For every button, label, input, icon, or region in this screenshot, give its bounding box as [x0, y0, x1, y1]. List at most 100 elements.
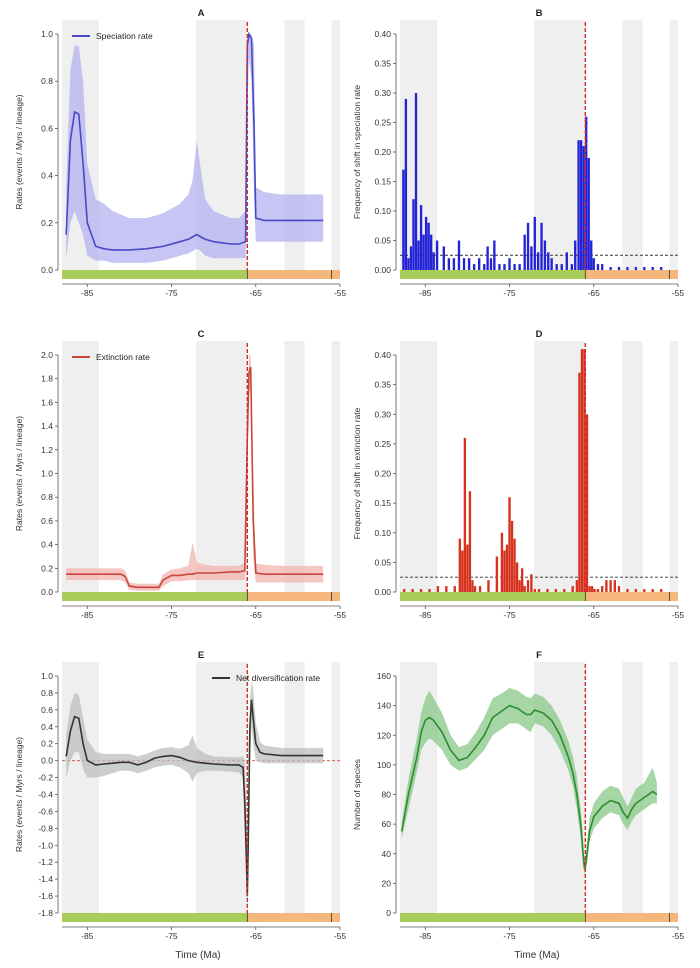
- panel-b-y-tick-label-8: 0.40: [374, 29, 391, 39]
- panel-d-bar-50: [634, 589, 638, 592]
- panel-e-series-line: [65, 699, 324, 897]
- panel-f-y-tick-label-8: 160: [377, 671, 391, 681]
- panel-a-y-tick-label-0: 0.0: [41, 265, 53, 275]
- panel-f-period-strip-paleogene: [585, 913, 678, 922]
- panel-c-y-tick-label-6: 1.2: [41, 445, 53, 455]
- panel-e-y-tick-label-1: -1.6: [38, 891, 53, 901]
- panel-d-bar-40: [588, 586, 591, 592]
- panel-b-bar-33: [530, 246, 533, 270]
- x-axis-label-right: Time (Ma): [514, 950, 559, 961]
- panel-a-y-tick-label-4: 0.8: [41, 76, 53, 86]
- panel-c-legend-label: Extinction rate: [96, 352, 150, 362]
- panel-d-bar-37: [580, 349, 584, 592]
- panel-a-x-tick-label-2: -65: [250, 288, 263, 298]
- panel-b-y-tick-label-0: 0.00: [374, 265, 391, 275]
- panel-b-bar-7: [419, 205, 423, 270]
- panel-d-bar-11: [468, 491, 472, 592]
- panel-a-x-tick-label-3: -55: [334, 288, 347, 298]
- panel-b-y-tick-label-4: 0.20: [374, 147, 391, 157]
- panel-d-bar-47: [613, 580, 616, 592]
- panel-d-bar-12: [471, 580, 474, 592]
- panel-d-y-tick-label-7: 0.35: [374, 380, 391, 390]
- panel-f-shaded-band-3: [669, 662, 678, 913]
- panel-d-bar-24: [518, 580, 521, 592]
- panel-b-bar-45: [577, 140, 580, 270]
- panel-c-series-line: [66, 366, 324, 589]
- panel-e-shaded-band-2: [284, 662, 305, 913]
- panel-d-x-tick-label-1: -75: [503, 610, 516, 620]
- panel-f-y-tick-label-4: 80: [382, 790, 392, 800]
- panel-e-x-tick-label-1: -75: [165, 931, 178, 941]
- panel-b-bar-32: [526, 222, 530, 270]
- panel-d-bar-38: [583, 349, 586, 592]
- panel-d-x-tick-label-2: -65: [588, 610, 601, 620]
- panel-c-shaded-band-2: [284, 341, 305, 592]
- panel-c-x-tick-label-0: -85: [81, 610, 94, 620]
- panel-b-bar-48: [584, 116, 588, 270]
- panel-d-bar-26: [523, 586, 526, 592]
- panel-b-bar-1: [404, 98, 408, 271]
- panel-b-bar-55: [617, 267, 621, 270]
- panel-d-bar-23: [515, 562, 519, 592]
- panel-f-x-tick-label-2: -65: [588, 931, 601, 941]
- panel-b-bar-21: [478, 258, 481, 270]
- panel-a-x-tick-label-0: -85: [81, 288, 94, 298]
- panel-a-y-axis-label: Rates (events / Myrs / lineage): [14, 94, 24, 209]
- panel-f-y-tick-label-2: 40: [382, 849, 392, 859]
- panel-f-series-line: [400, 704, 658, 869]
- panel-e-y-tick-label-12: 0.6: [41, 705, 53, 715]
- panel-d-y-tick-label-6: 0.30: [374, 409, 391, 419]
- panel-c-shaded-band-1: [195, 341, 248, 592]
- panel-d-bar-48: [617, 586, 621, 592]
- panel-a-x-tick-label-1: -75: [165, 288, 178, 298]
- panel-b-bar-60: [659, 267, 663, 270]
- panel-e-shaded-band-0: [62, 662, 100, 913]
- panel-a-legend-label: Speciation rate: [96, 31, 153, 41]
- panel-d-bar-44: [601, 586, 604, 592]
- panel-b-bar-18: [462, 258, 466, 270]
- panel-c-y-tick-label-8: 1.6: [41, 397, 53, 407]
- panel-b-bar-36: [540, 222, 543, 270]
- panel-b-bar-46: [579, 140, 583, 270]
- panel-f-x-tick-label-1: -75: [503, 931, 516, 941]
- panel-d-y-tick-label-5: 0.25: [374, 439, 391, 449]
- panel-e-x-tick-label-2: -65: [250, 931, 263, 941]
- panel-b-bar-14: [442, 246, 445, 270]
- panel-a-y-tick-label-5: 1.0: [41, 29, 53, 39]
- panel-d-bar-5: [445, 586, 448, 592]
- panel-d-bar-28: [530, 574, 533, 592]
- panel-c-x-tick-label-2: -65: [250, 610, 263, 620]
- panel-b-bar-34: [533, 216, 536, 270]
- panel-d-bar-33: [563, 589, 566, 592]
- panel-d-bar-20: [508, 497, 511, 592]
- panel-d-shaded-band-3: [669, 341, 678, 592]
- panel-d-y-tick-label-3: 0.15: [374, 498, 391, 508]
- panel-b-bar-19: [467, 258, 471, 270]
- panel-b-y-tick-label-2: 0.10: [374, 206, 391, 216]
- panel-e-y-tick-label-4: -1.0: [38, 840, 53, 850]
- panel-f-shaded-band-2: [622, 662, 643, 913]
- panel-e-y-tick-label-9: 0.0: [41, 756, 53, 766]
- panel-e-y-tick-label-13: 0.8: [41, 688, 53, 698]
- panel-b-shaded-band-2: [622, 20, 643, 270]
- panel-d-bar-30: [537, 589, 541, 592]
- panel-b-bar-25: [493, 240, 496, 270]
- panel-d-bar-3: [428, 589, 431, 592]
- panel-b-x-tick-label-3: -55: [672, 288, 685, 298]
- panel-d-bar-8: [461, 550, 464, 592]
- panel-a-letter: A: [198, 8, 205, 19]
- panel-b-x-tick-label-0: -85: [419, 288, 432, 298]
- panel-b-bar-37: [543, 240, 547, 270]
- panel-b-bar-27: [503, 264, 506, 270]
- panel-b-bar-15: [447, 258, 451, 270]
- panel-a-y-tick-label-1: 0.2: [41, 218, 53, 228]
- panel-d-y-tick-label-4: 0.20: [374, 469, 391, 479]
- panel-b-bar-54: [609, 267, 612, 270]
- panel-d-letter: D: [536, 329, 543, 340]
- panel-c-y-tick-label-2: 0.4: [41, 540, 53, 550]
- panel-b-bar-0: [402, 169, 405, 270]
- panel-c-letter: C: [198, 329, 205, 340]
- panel-b-bar-12: [432, 252, 435, 270]
- panel-d-bar-51: [643, 589, 646, 592]
- panel-d-bar-52: [651, 589, 654, 592]
